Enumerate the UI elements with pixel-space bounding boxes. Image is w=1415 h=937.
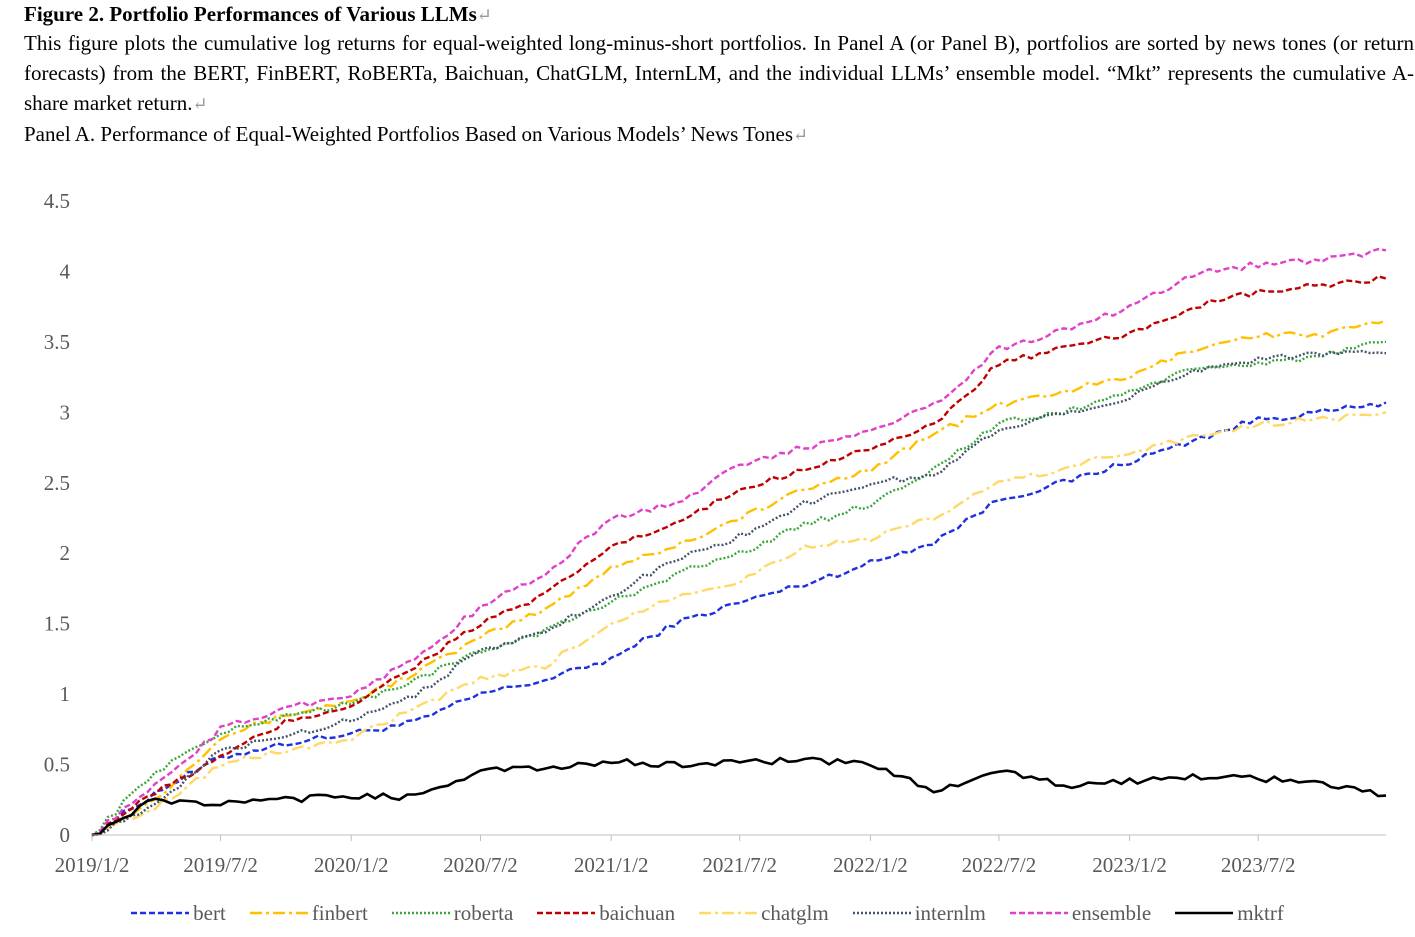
series-line-chatglm <box>91 411 1387 837</box>
paragraph-mark: ↵ <box>476 5 492 25</box>
x-tick-label: 2019/1/2 <box>55 853 130 877</box>
y-tick-label: 4.5 <box>44 189 70 213</box>
x-tick-label: 2022/7/2 <box>962 853 1037 877</box>
series-line-ensemble <box>91 247 1387 837</box>
legend-item-mktrf: mktrf <box>1175 901 1284 926</box>
series-line-baichuan <box>91 274 1387 837</box>
y-tick-label: 0 <box>60 823 71 847</box>
legend-item-internlm: internlm <box>852 900 986 926</box>
x-tick-label: 2021/7/2 <box>702 853 777 877</box>
legend-swatch-finbert <box>249 911 308 915</box>
legend-label: ensemble <box>1071 900 1152 925</box>
figure-description: This figure plots the cumulative log ret… <box>24 28 1414 119</box>
y-tick-label: 4 <box>60 259 71 283</box>
series-line-roberta <box>91 340 1387 837</box>
panel-title-text: Panel A. Performance of Equal-Weighted P… <box>24 122 794 146</box>
line-chart: 0 0.5 1 1.5 2 2.5 3 3.5 4 4.5 2019/1/2 2019/7/2 202… <box>44 189 1387 877</box>
legend-label: finbert <box>311 900 368 925</box>
legend-label: roberta <box>453 900 514 925</box>
figure-title: Figure 2. Portfolio Performances of Vari… <box>24 1 1414 28</box>
figure-description-text: This figure plots the cumulative log ret… <box>24 31 1414 115</box>
legend-item-bert: bert <box>131 901 226 926</box>
x-tick-label: 2019/7/2 <box>183 853 258 877</box>
series-lines <box>91 247 1387 837</box>
series-line-mktrf <box>91 756 1387 837</box>
x-tick-label: 2021/1/2 <box>574 853 649 877</box>
chart-area: 0 0.5 1 1.5 2 2.5 3 3.5 4 4.5 2019/1/2 2019/7/2 202… <box>0 180 1415 937</box>
legend-swatch-internlm <box>852 911 911 915</box>
legend-label: bert <box>193 900 226 925</box>
chart-legend: bert finbert roberta baichuan chatglm internl… <box>0 898 1415 928</box>
y-tick-label: 2.5 <box>44 471 70 495</box>
paragraph-mark: ↵ <box>192 94 208 114</box>
legend-swatch-ensemble <box>1009 911 1068 915</box>
series-line-finbert <box>91 319 1387 837</box>
y-tick-label: 1.5 <box>44 612 70 636</box>
legend-item-baichuan: baichuan <box>537 901 675 926</box>
legend-swatch-mktrf <box>1175 911 1234 915</box>
legend-item-chatglm: chatglm <box>699 901 829 926</box>
legend-label: baichuan <box>599 900 676 925</box>
figure-caption: Figure 2. Portfolio Performances of Vari… <box>24 0 1414 150</box>
x-tick-label: 2020/7/2 <box>443 853 518 877</box>
legend-swatch-chatglm <box>699 911 758 915</box>
panel-title: Panel A. Performance of Equal-Weighted P… <box>24 119 1414 150</box>
x-tick-label: 2023/1/2 <box>1092 853 1167 877</box>
legend-item-roberta: roberta <box>391 900 514 926</box>
legend-item-finbert: finbert <box>249 900 368 926</box>
legend-swatch-baichuan <box>537 911 596 915</box>
series-line-bert <box>91 401 1387 837</box>
paragraph-mark: ↵ <box>793 125 809 145</box>
legend-label: mktrf <box>1237 900 1284 925</box>
x-axis-ticks: 2019/1/2 2019/7/2 2020/1/2 2020/7/2 2021/1/2… <box>55 835 1296 877</box>
x-tick-label: 2023/7/2 <box>1221 853 1296 877</box>
figure-title-text: Figure 2. Portfolio Performances of Vari… <box>24 2 477 26</box>
y-tick-label: 2 <box>60 541 71 565</box>
y-tick-label: 3.5 <box>44 330 70 354</box>
legend-label: internlm <box>914 900 986 925</box>
y-tick-label: 3 <box>60 400 71 424</box>
x-tick-label: 2020/1/2 <box>314 853 389 877</box>
series-line-internlm <box>91 349 1387 837</box>
y-tick-label: 1 <box>60 682 71 706</box>
x-tick-label: 2022/1/2 <box>833 853 908 877</box>
legend-swatch-bert <box>131 911 190 915</box>
y-axis-ticks: 0 0.5 1 1.5 2 2.5 3 3.5 4 4.5 <box>44 189 71 847</box>
y-tick-label: 0.5 <box>44 753 70 777</box>
legend-item-ensemble: ensemble <box>1009 900 1152 926</box>
legend-label: chatglm <box>761 900 829 925</box>
legend-swatch-roberta <box>391 911 450 915</box>
